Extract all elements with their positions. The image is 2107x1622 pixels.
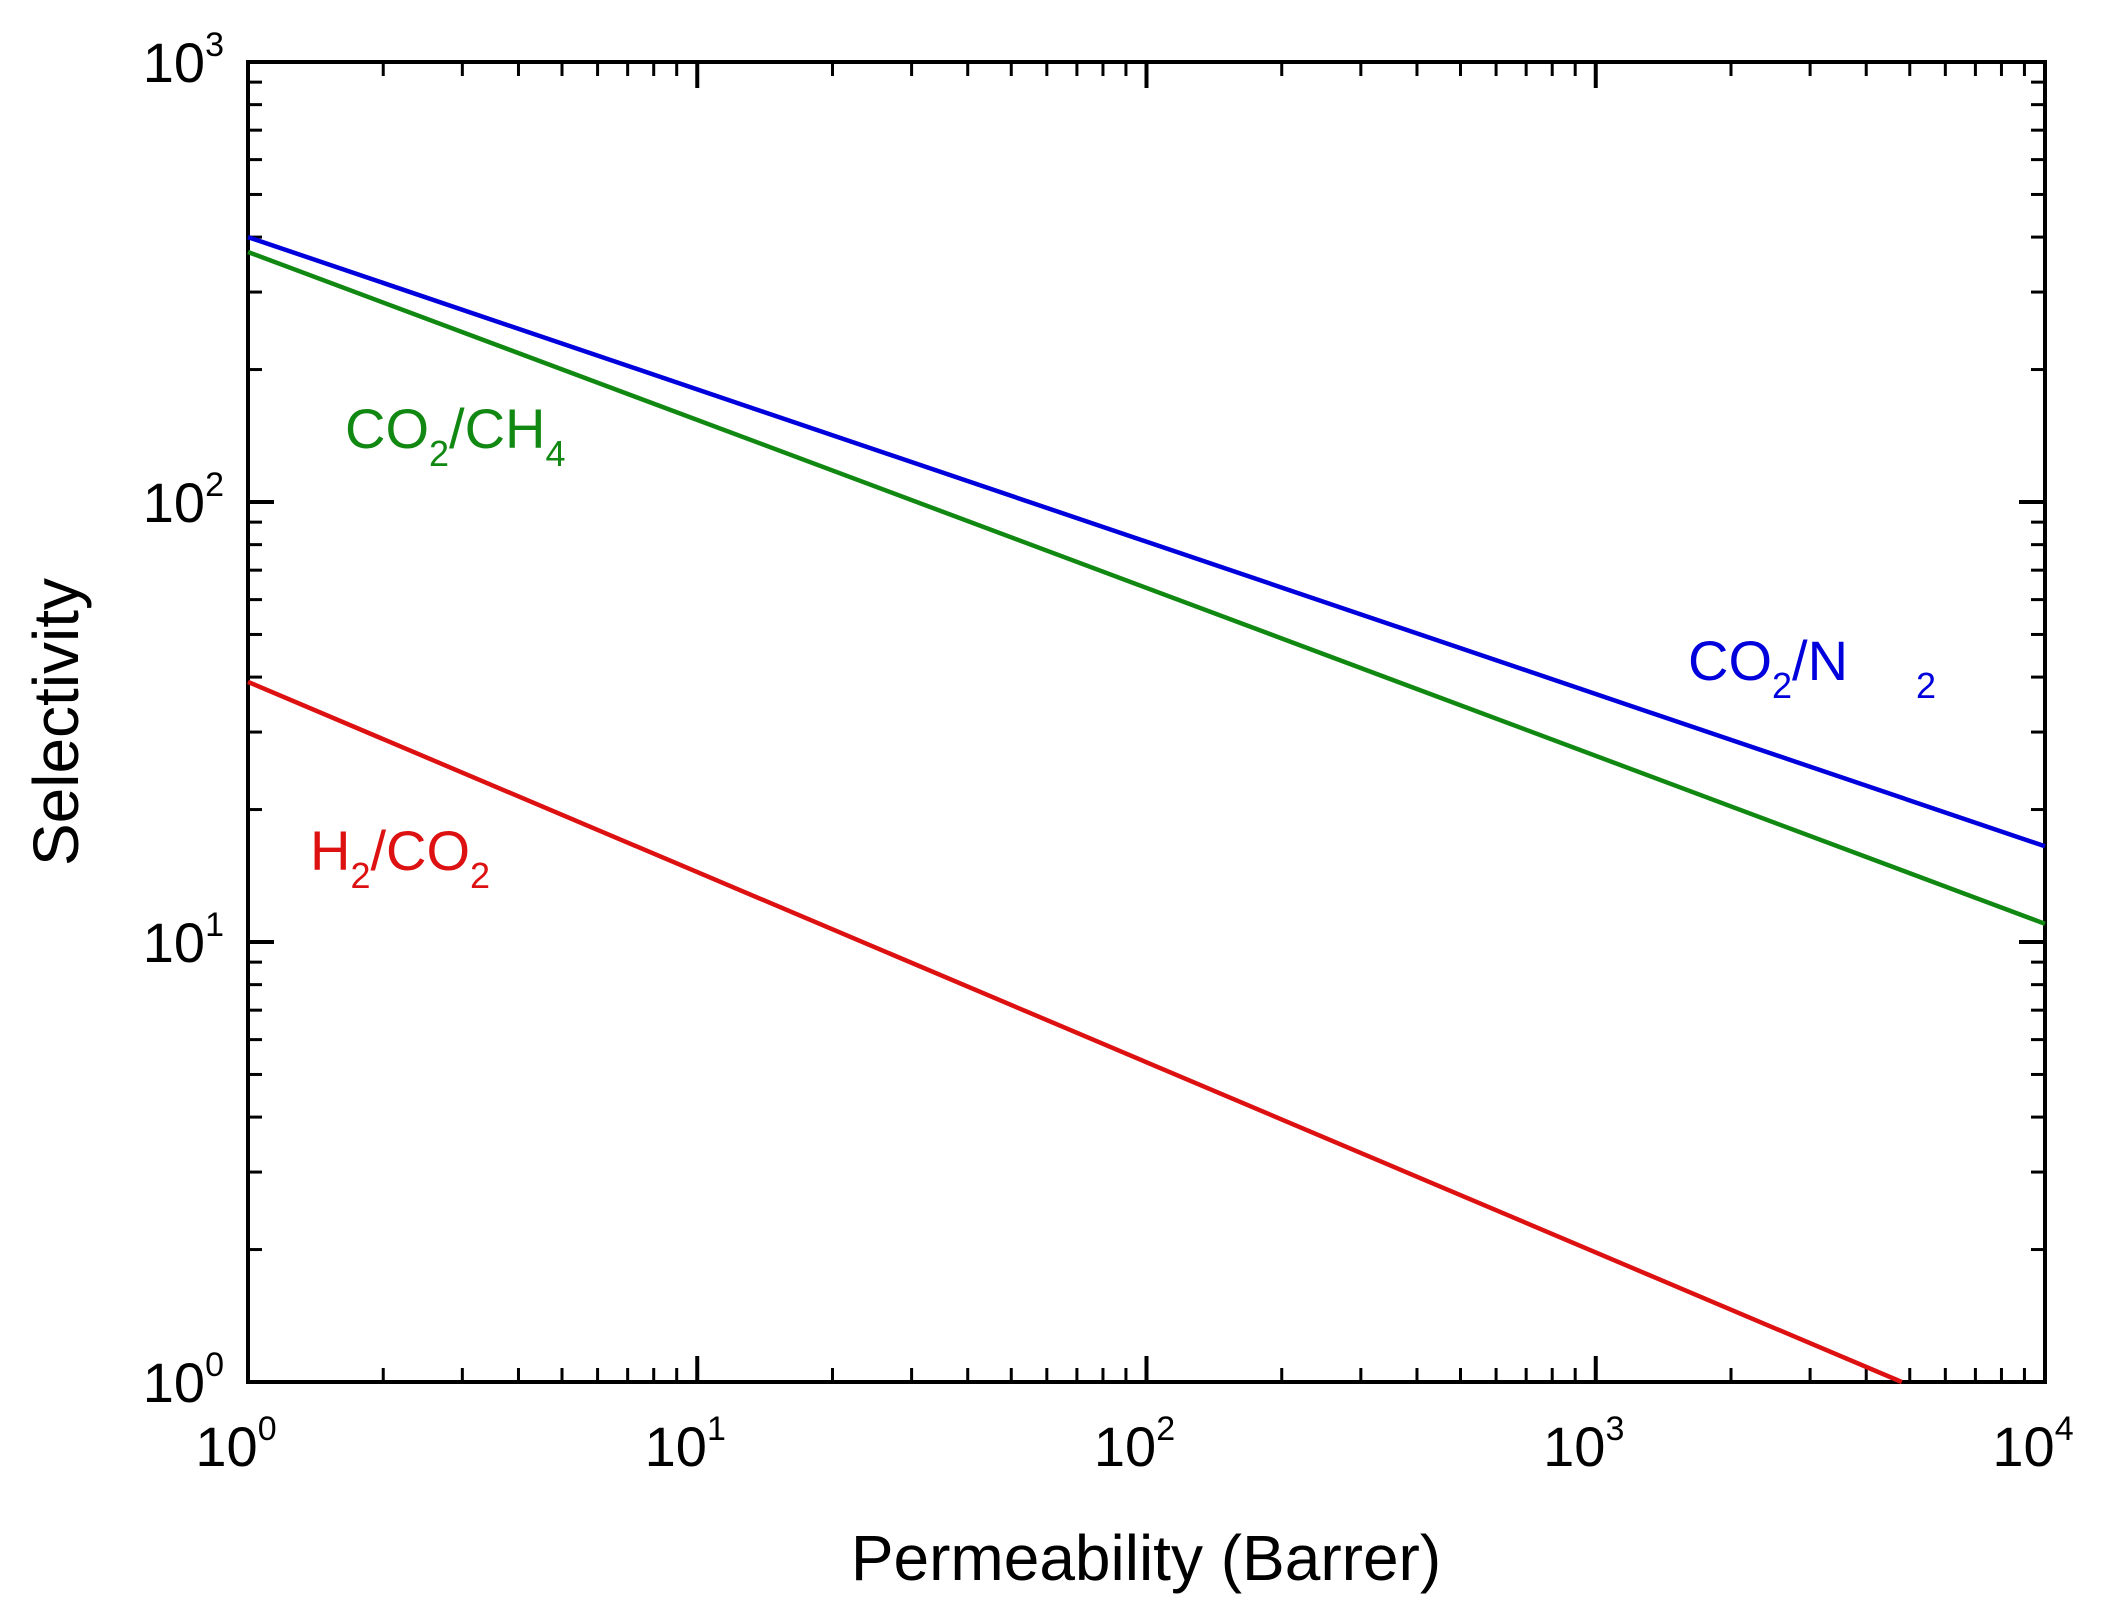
x-tick-label: 102: [1094, 1410, 1175, 1478]
co2-ch4-mid: /CH: [449, 397, 545, 460]
co2-ch4-sub1: 2: [429, 433, 449, 474]
co2-n2-mid: /N: [1792, 629, 1848, 692]
x-tick-label: 103: [1543, 1410, 1624, 1478]
x-tick-label: 100: [195, 1410, 276, 1478]
plot-frame: [246, 60, 2047, 1384]
co2-n2-sub1: 2: [1772, 665, 1792, 706]
h2-co2-sub2: 2: [470, 855, 490, 896]
y-tick-labels: 100 101 102 103: [143, 26, 224, 1414]
series-label-co2-n2: CO2/N 2: [1688, 629, 1936, 706]
series-line-2: [247, 679, 1903, 1385]
minor-ticks: [248, 62, 2045, 1382]
co2-ch4-sub2: 4: [545, 433, 565, 474]
series-lines: [247, 234, 2046, 1385]
co2-n2-sub2: 2: [1916, 665, 1936, 706]
y-tick-label: 100: [143, 1346, 224, 1414]
h2-co2-mid: /CO: [370, 819, 470, 882]
y-tick-label: 103: [143, 26, 224, 94]
series-label-co2-ch4: CO2/CH4: [345, 397, 566, 474]
co2-ch4-main: CO: [345, 397, 429, 460]
y-tick-label: 101: [143, 906, 224, 974]
co2-n2-main: CO: [1688, 629, 1772, 692]
h2-co2-sub1: 2: [350, 855, 370, 896]
x-tick-label: 104: [1992, 1410, 2073, 1478]
series-label-h2-co2: H2/CO2: [310, 819, 490, 896]
x-tick-label: 101: [645, 1410, 726, 1478]
y-axis-title: Selectivity: [20, 578, 92, 866]
h2-co2-main: H: [310, 819, 350, 882]
y-tick-label: 102: [143, 466, 224, 534]
x-axis-title: Permeability (Barrer): [851, 1522, 1441, 1594]
major-ticks: [246, 60, 2047, 1384]
series-line-0: [247, 234, 2046, 849]
x-tick-labels: 100 101 102 103 104: [195, 1410, 2073, 1478]
series-line-1: [247, 249, 2046, 926]
